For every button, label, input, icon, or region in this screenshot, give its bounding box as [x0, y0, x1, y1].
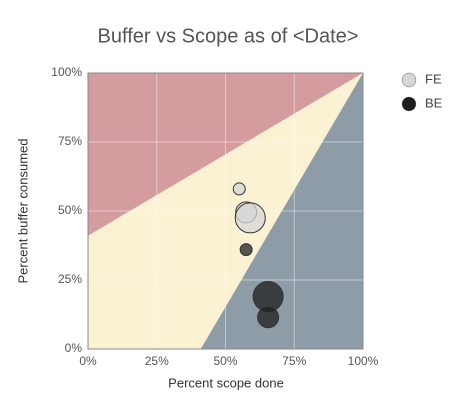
bubble — [232, 182, 246, 196]
y-axis-label: Percent buffer consumed — [15, 138, 30, 283]
y-tick-label: 50% — [58, 203, 82, 217]
plot-border — [87, 72, 364, 350]
bubble — [239, 243, 253, 257]
bubble — [234, 202, 266, 234]
x-tick-label: 100% — [348, 354, 379, 368]
y-tick-label: 0% — [65, 341, 83, 355]
x-tick-label: 25% — [145, 354, 169, 368]
region — [200, 73, 363, 349]
legend-marker — [401, 72, 417, 88]
legend-label: FE — [425, 71, 442, 86]
legend-label: BE — [425, 95, 443, 110]
y-tick-label: 25% — [58, 272, 82, 286]
region — [88, 73, 363, 349]
x-tick-label: 75% — [282, 354, 306, 368]
x-axis-label: Percent scope done — [168, 375, 284, 390]
legend-marker — [401, 96, 417, 112]
bubble — [257, 306, 280, 329]
y-tick-label: 100% — [51, 65, 82, 79]
x-tick-label: 50% — [213, 354, 237, 368]
x-tick-label: 0% — [79, 354, 97, 368]
chart-title: Buffer vs Scope as of <Date> — [98, 25, 359, 47]
y-tick-label: 75% — [58, 134, 82, 148]
